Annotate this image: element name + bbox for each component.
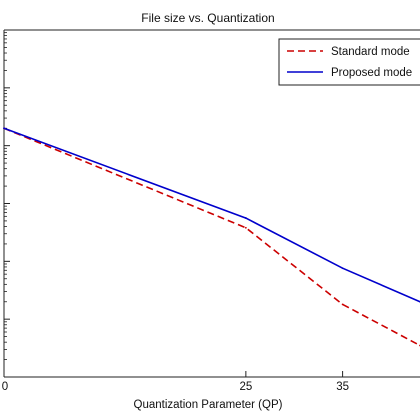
x-tick-label: 25 xyxy=(239,381,252,393)
series-line-1 xyxy=(3,127,420,347)
legend: Standard mode Proposed mode xyxy=(278,38,420,86)
data-point-2 xyxy=(244,217,247,219)
legend-label-2: Proposed mode xyxy=(331,67,412,79)
data-point-1 xyxy=(341,303,344,306)
x-axis-title: Quantization Parameter (QP) xyxy=(134,399,283,411)
legend-label-1: Standard mode xyxy=(331,46,410,58)
x-tick-label: 35 xyxy=(336,381,349,393)
data-point-2 xyxy=(3,127,5,130)
x-tick-label: 0 xyxy=(2,381,8,393)
legend-box xyxy=(278,38,420,86)
data-point-2 xyxy=(341,267,344,270)
plot-area: 0 25 35 xyxy=(2,29,420,393)
chart-title: File size vs. Quantization xyxy=(141,11,274,25)
data-point-1 xyxy=(244,226,247,229)
series-line-2 xyxy=(3,127,420,303)
